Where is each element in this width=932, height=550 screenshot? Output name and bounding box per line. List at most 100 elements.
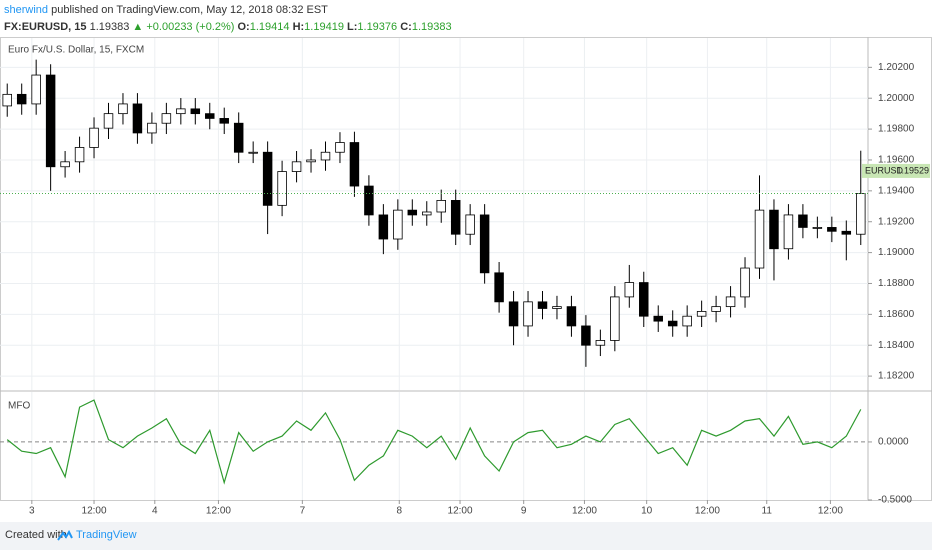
header: sherwind published on TradingView.com, M… bbox=[4, 2, 452, 36]
candle-body bbox=[378, 214, 389, 240]
header-line: FX:EURUSD, 15 1.19383 ▲ +0.00233 (+0.2%)… bbox=[4, 19, 452, 36]
indicator-title: MFO bbox=[8, 401, 30, 412]
candle-body bbox=[60, 161, 70, 168]
y-tick-label: 1.20000 bbox=[878, 93, 915, 104]
symbol-label-name: EURUSD bbox=[865, 165, 904, 175]
symbol-label-value: 1.19529 bbox=[896, 165, 929, 175]
candle-body bbox=[450, 200, 461, 235]
candle-body bbox=[364, 185, 374, 216]
y-tick-label: 1.19000 bbox=[878, 247, 915, 258]
ohlc-label: O: bbox=[237, 21, 250, 33]
candle-body bbox=[349, 142, 360, 187]
candle-body bbox=[465, 214, 475, 235]
candle-body bbox=[581, 325, 591, 346]
candle-body bbox=[508, 301, 519, 327]
candle-body bbox=[639, 282, 649, 317]
x-tick-label: 10 bbox=[641, 506, 653, 517]
candle-body bbox=[769, 209, 779, 250]
candle-body bbox=[783, 214, 794, 250]
candle-body bbox=[537, 301, 548, 309]
y-tick-label: 0.0000 bbox=[878, 437, 909, 448]
candle-body bbox=[2, 93, 12, 107]
ohlc-label: H: bbox=[292, 21, 305, 33]
candle-body bbox=[147, 122, 157, 134]
candle-body bbox=[856, 193, 866, 235]
candle-body bbox=[494, 272, 504, 303]
x-tick-label: 12:00 bbox=[818, 506, 843, 517]
y-tick-label: -0.5000 bbox=[878, 495, 912, 506]
candle-body bbox=[219, 118, 229, 124]
candle-body bbox=[624, 282, 635, 298]
ohlc-value: 1.19419 bbox=[304, 21, 344, 33]
candle-body bbox=[103, 113, 114, 129]
candle-body bbox=[74, 147, 85, 163]
x-tick-label: 12:00 bbox=[448, 506, 473, 517]
brand[interactable]: TradingView bbox=[76, 529, 137, 541]
candle-body bbox=[812, 227, 823, 229]
symbol: FX:EURUSD, 15 bbox=[4, 21, 87, 33]
x-tick-label: 8 bbox=[396, 506, 402, 517]
chart-title: Euro Fx/U.S. Dollar, 15, FXCM bbox=[8, 45, 144, 56]
candle-body bbox=[393, 209, 403, 240]
ohlc-label: C: bbox=[400, 21, 412, 33]
candle-body bbox=[653, 315, 663, 322]
chart: Euro Fx/U.S. Dollar, 15, FXCM MFO 3 12:00… bbox=[0, 37, 932, 517]
author[interactable]: sherwind bbox=[4, 4, 49, 16]
candle-body bbox=[754, 209, 765, 269]
candle-body bbox=[682, 315, 692, 327]
ohlc-label: L: bbox=[347, 21, 358, 33]
candle-body bbox=[205, 113, 215, 119]
x-tick-label: 11 bbox=[762, 506, 773, 517]
candle-body bbox=[436, 200, 446, 213]
candle-body bbox=[798, 214, 808, 228]
logo bbox=[57, 530, 73, 541]
candle-body bbox=[422, 211, 432, 216]
candle-body bbox=[306, 159, 316, 163]
candle-body bbox=[118, 103, 128, 115]
candle-body bbox=[841, 230, 852, 235]
x-tick-label: 3 bbox=[29, 506, 35, 517]
candle-body bbox=[696, 311, 707, 317]
candle-body bbox=[595, 340, 606, 346]
y-tick-label: 1.18400 bbox=[878, 340, 915, 351]
candle-body bbox=[190, 108, 201, 115]
x-tick-label: 7 bbox=[300, 506, 306, 517]
candle-body bbox=[248, 151, 258, 154]
candle-body bbox=[479, 214, 490, 274]
x-tick-label: 12:00 bbox=[695, 506, 720, 517]
x-tick-label: 12:00 bbox=[572, 506, 597, 517]
candle-body bbox=[176, 108, 186, 115]
candle-body bbox=[161, 113, 172, 124]
candle-body bbox=[233, 122, 244, 153]
candle-body bbox=[566, 306, 577, 327]
ohlc-value: 1.19383 bbox=[411, 21, 452, 33]
y-tick-label: 1.19800 bbox=[878, 124, 915, 135]
candle-body bbox=[740, 267, 750, 298]
y-tick-label: 1.18600 bbox=[878, 309, 915, 320]
ohlc-value: 1.19376 bbox=[357, 21, 398, 33]
footer: Created with TradingView bbox=[0, 522, 932, 550]
change: ▲ +0.00233 (+0.2%) bbox=[132, 21, 235, 33]
symbol-label-box bbox=[862, 163, 930, 178]
candle-body bbox=[16, 93, 27, 105]
candle-body bbox=[827, 227, 837, 232]
candle-body bbox=[667, 320, 678, 327]
candle-body bbox=[335, 142, 345, 153]
last: 1.19383 bbox=[89, 21, 130, 33]
header-line: sherwind published on TradingView.com, M… bbox=[4, 2, 452, 19]
y-tick-label: 1.18200 bbox=[878, 371, 915, 382]
candle-body bbox=[31, 74, 41, 105]
published: published on TradingView.com, May 12, 20… bbox=[51, 4, 328, 16]
y-tick-label: 1.19600 bbox=[878, 155, 915, 166]
candle-body bbox=[552, 306, 562, 309]
candle-body bbox=[320, 151, 331, 161]
candle-body bbox=[277, 171, 287, 206]
x-tick-label: 4 bbox=[152, 506, 158, 517]
created-with: Created with bbox=[5, 529, 67, 541]
candle-body bbox=[610, 296, 620, 341]
candle-body bbox=[725, 296, 736, 308]
candle-body bbox=[291, 161, 302, 172]
indicator-line bbox=[6, 399, 862, 485]
candle-body bbox=[45, 74, 56, 168]
